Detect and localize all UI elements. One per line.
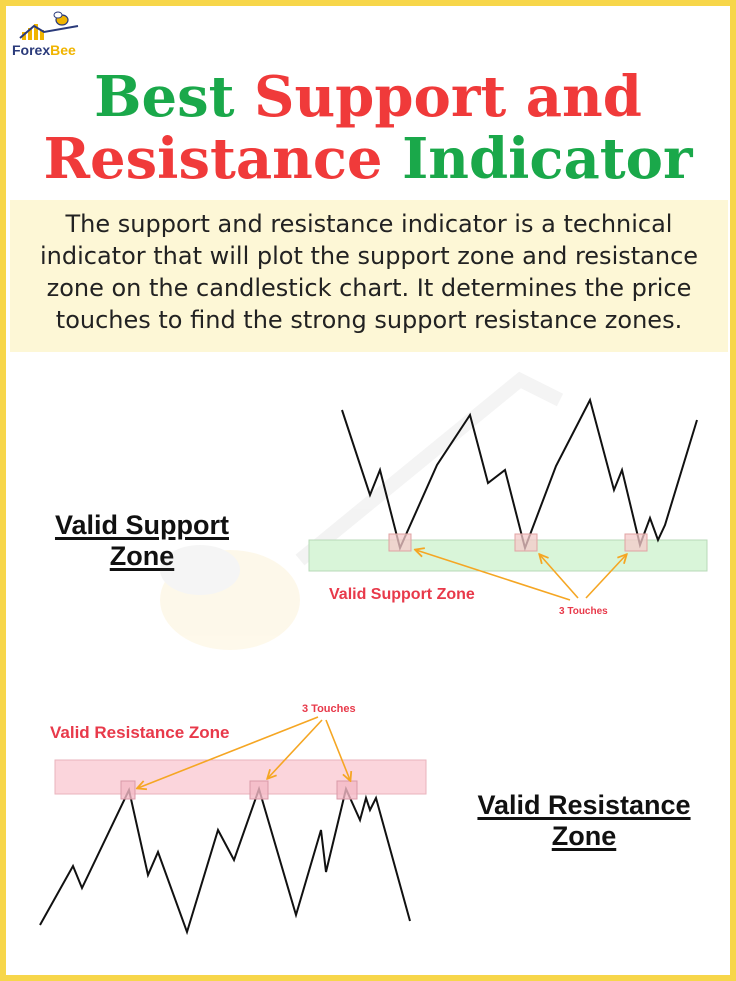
support-touch-box xyxy=(624,533,648,552)
page-title-line1: Best Support and xyxy=(0,66,736,128)
title-segment: Indicator xyxy=(402,126,693,192)
bee-chart-logo-icon xyxy=(19,11,79,40)
support-touch-box xyxy=(514,533,538,552)
resistance-touch-label: 3 Touches xyxy=(302,703,356,715)
page-title-line2: Resistance Indicator xyxy=(0,128,736,190)
resistance-price-line xyxy=(39,785,411,936)
resistance-touch-arrow xyxy=(138,716,319,788)
intro-paragraph: The support and resistance indicator is … xyxy=(10,200,728,352)
support-zone-label: Valid Support Zone xyxy=(329,586,475,603)
resistance-zone xyxy=(54,759,427,795)
support-touch-box xyxy=(388,533,412,552)
resistance-heading: Valid Resistance Zone xyxy=(477,790,691,851)
resistance-touch-arrow xyxy=(268,719,323,778)
support-touch-arrow xyxy=(585,555,626,599)
forexbee-watermark xyxy=(160,371,564,650)
resistance-touch-box xyxy=(249,780,269,800)
support-heading: Valid Support Zone xyxy=(54,510,229,571)
support-touch-label: 3 Touches xyxy=(559,606,608,617)
title-segment: Support and xyxy=(254,64,642,130)
brand-name: ForexBee xyxy=(12,42,76,58)
resistance-zone-label: Valid Resistance Zone xyxy=(50,723,230,742)
support-touch-arrow xyxy=(540,555,579,599)
title-segment: Resistance xyxy=(43,126,403,192)
title-segment: Best xyxy=(94,64,254,130)
resistance-touch-box xyxy=(336,780,358,800)
resistance-touch-arrow xyxy=(325,719,350,780)
support-touch-arrow xyxy=(416,550,571,601)
resistance-touch-box xyxy=(120,780,136,800)
